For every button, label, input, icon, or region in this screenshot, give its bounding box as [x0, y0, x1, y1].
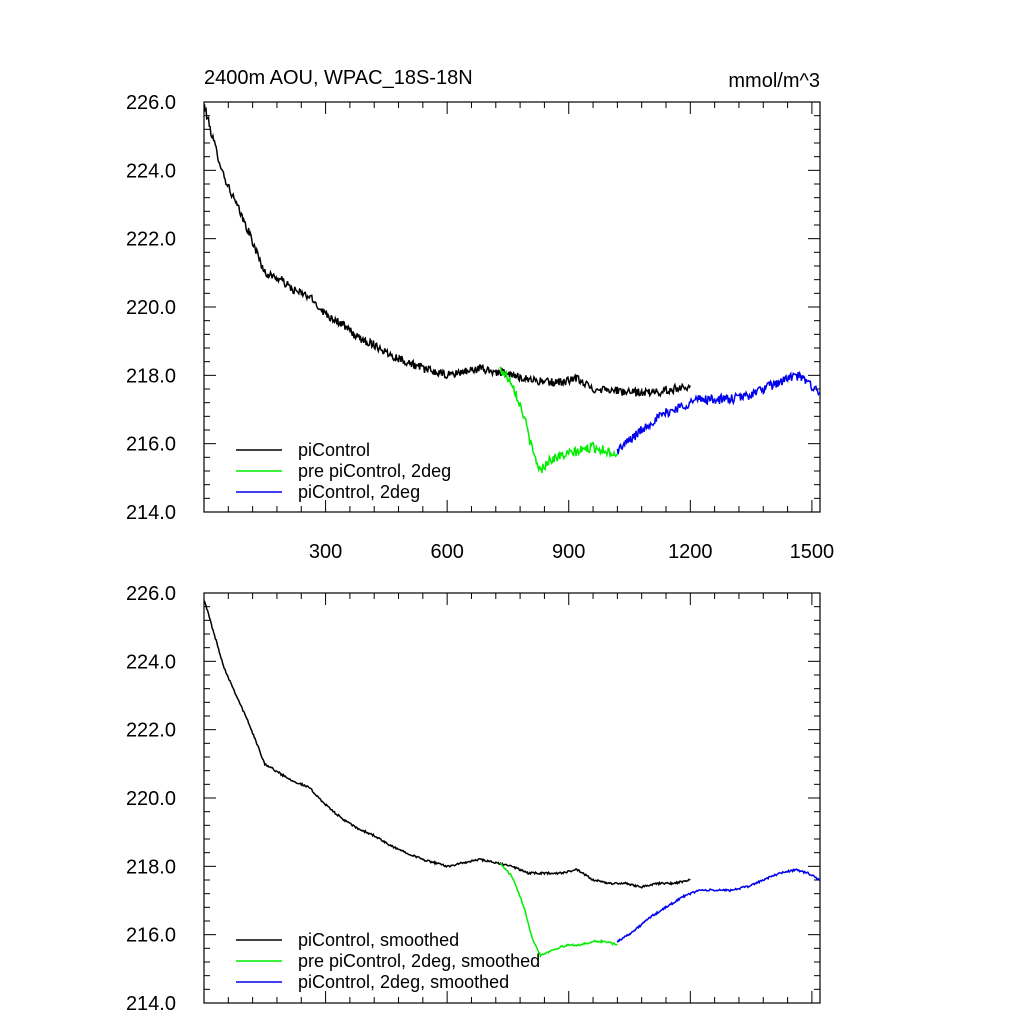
- x-tick-label: 900: [552, 541, 585, 563]
- series-line-3: [616, 370, 820, 455]
- x-tick-label: 1500: [790, 541, 835, 563]
- y-tick-label: 218.0: [126, 856, 176, 878]
- series-line-2: [499, 366, 619, 474]
- y-tick-label: 222.0: [126, 229, 176, 251]
- series-line-3: [616, 868, 820, 943]
- legend-label: pre piControl, 2deg, smoothed: [298, 951, 540, 971]
- y-tick-label: 220.0: [126, 297, 176, 319]
- x-tick-label: 600: [430, 541, 463, 563]
- y-tick-label: 214.0: [126, 502, 176, 524]
- x-tick-label: 300: [309, 541, 342, 563]
- legend-label: piControl, 2deg: [298, 482, 420, 502]
- y-tick-label: 226.0: [126, 583, 176, 605]
- y-tick-label: 218.0: [126, 365, 176, 387]
- units-label: mmol/m^3: [728, 70, 820, 92]
- x-tick-label: 1200: [668, 541, 713, 563]
- series-line-1: [204, 600, 691, 889]
- y-tick-label: 224.0: [126, 651, 176, 673]
- y-tick-label: 216.0: [126, 925, 176, 947]
- chart-title: 2400m AOU, WPAC_18S-18N: [204, 67, 473, 89]
- plot-frame: [203, 592, 821, 1004]
- legend-label: piControl, smoothed: [298, 930, 459, 950]
- series-line-1: [204, 104, 691, 398]
- plot-frame: [203, 101, 821, 513]
- legend-label: piControl: [298, 440, 370, 460]
- y-tick-label: 222.0: [126, 720, 176, 742]
- top-panel: 2400m AOU, WPAC_18S-18N mmol/m^3 214.0 21…: [126, 67, 834, 563]
- legend-label: pre piControl, 2deg: [298, 461, 451, 481]
- series-line-2: [499, 863, 618, 959]
- y-tick-label: 216.0: [126, 434, 176, 456]
- y-tick-label: 224.0: [126, 160, 176, 182]
- y-tick-label: 220.0: [126, 788, 176, 810]
- legend-label: piControl, 2deg, smoothed: [298, 972, 509, 992]
- y-tick-label: 214.0: [126, 993, 176, 1015]
- y-tick-label: 226.0: [126, 92, 176, 114]
- bottom-panel: 214.0 216.0 218.0 220.0 222.0 224.0 226.0 piCon…: [126, 583, 821, 1015]
